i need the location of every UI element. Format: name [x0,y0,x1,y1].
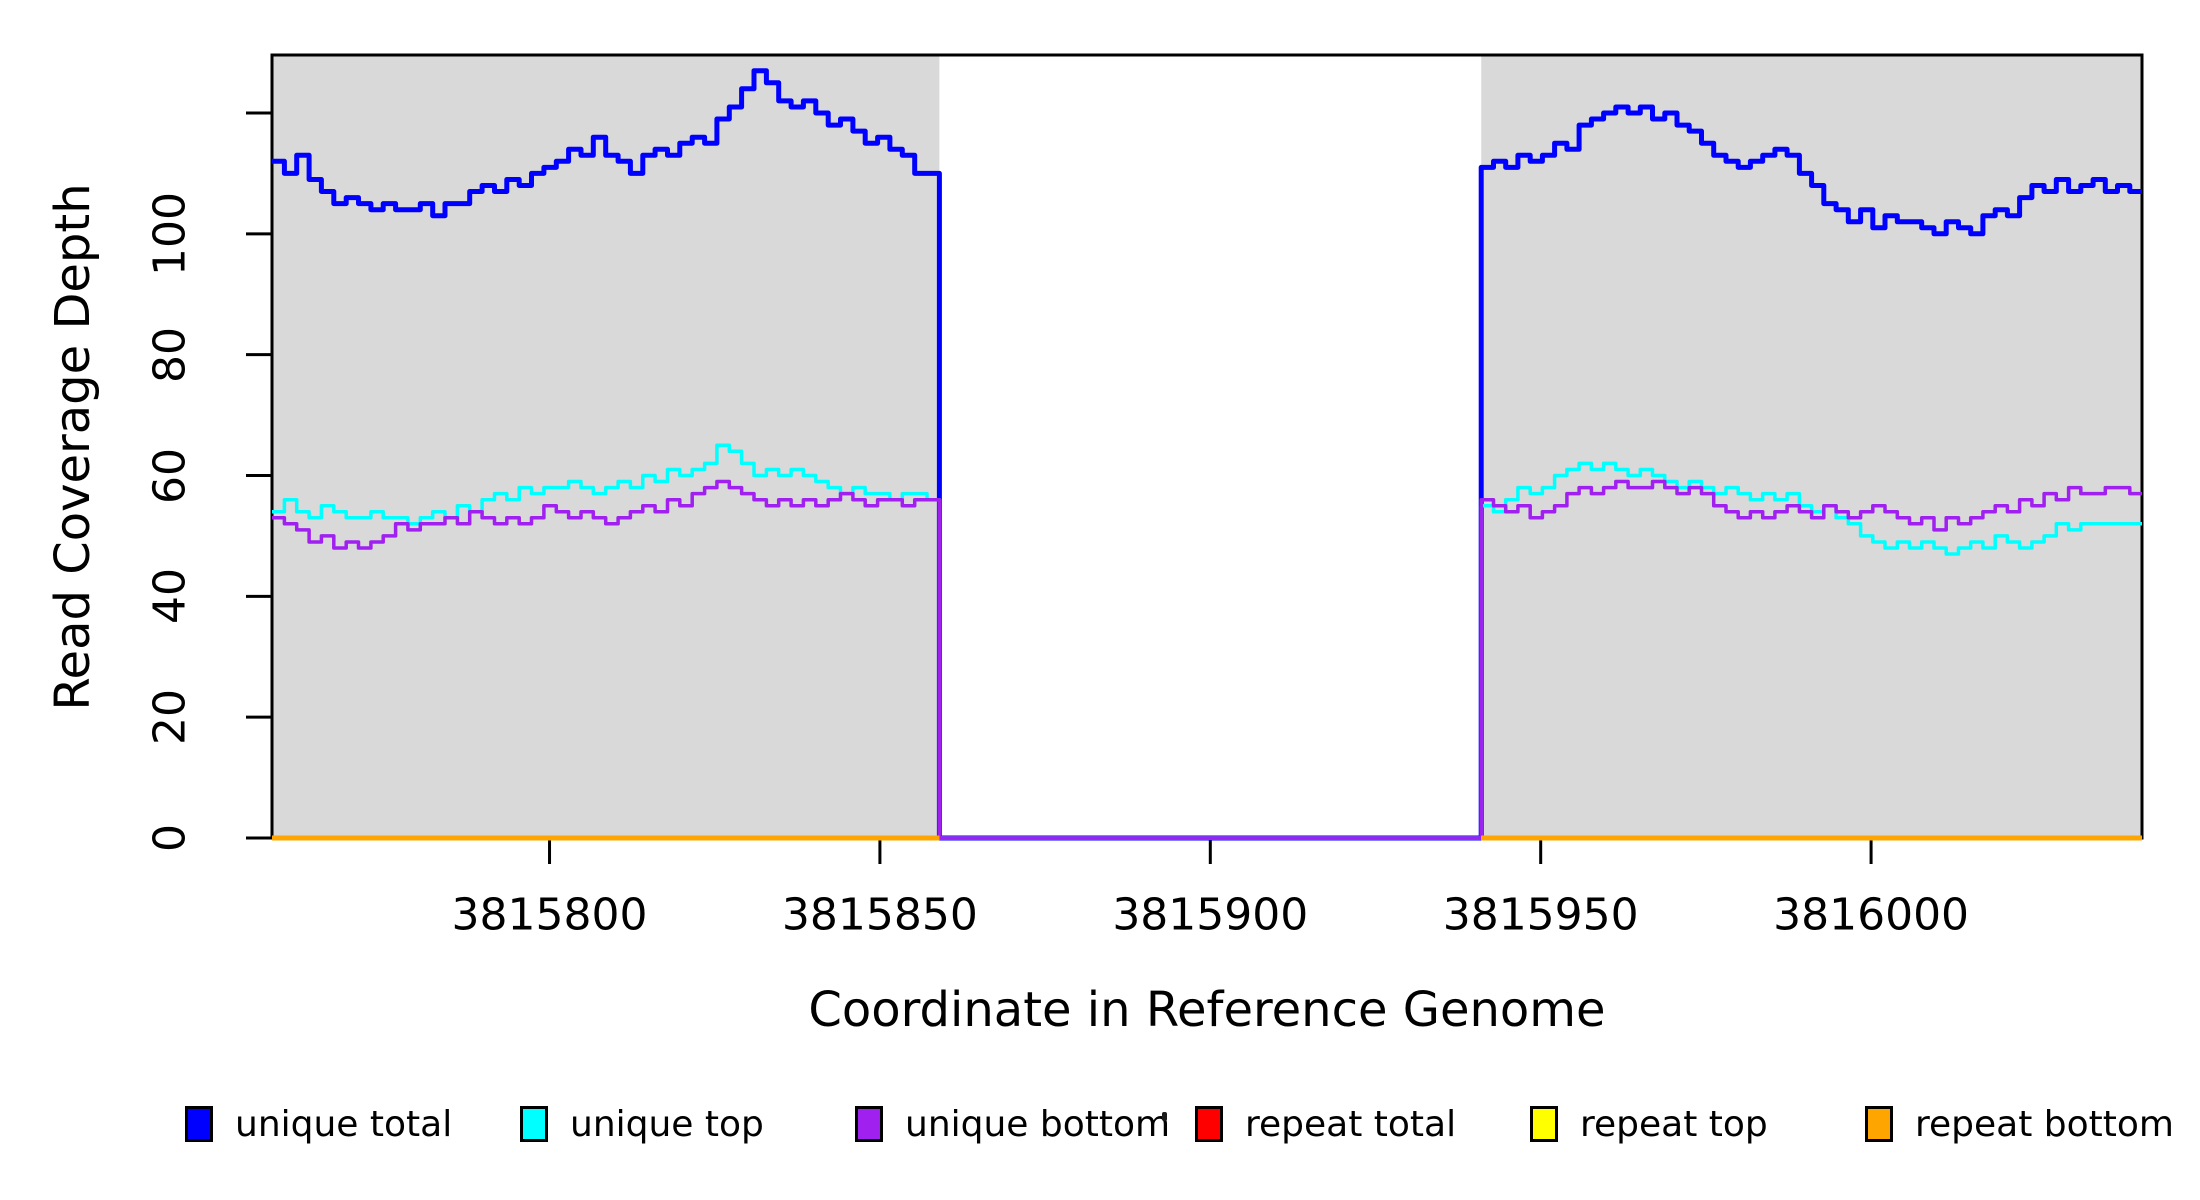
y-tick-label: 80 [144,326,196,383]
x-tick-label: 3816000 [1773,889,1970,941]
legend-label: repeat bottom [1915,1103,2174,1145]
legend-item-repeat-top: repeat top [1530,1098,1768,1150]
legend-item-unique-bottom: unique bottom [855,1098,1170,1150]
legend-label: unique bottom [905,1103,1171,1145]
legend-item-repeat-total: repeat total [1195,1098,1456,1150]
x-tick-label: 3815950 [1442,889,1639,941]
legend-swatch-icon [1865,1106,1893,1142]
legend-item-repeat-bottom: repeat bottom [1865,1098,2174,1150]
x-tick-label: 3815800 [451,889,648,941]
legend-label: unique top [570,1103,764,1145]
shaded-region-band [272,55,940,838]
series-unique-bottom-path [272,479,2142,840]
y-tick-label: 60 [144,447,196,504]
legend-swatch-icon [855,1106,883,1142]
y-axis-title: Read Coverage Depth [45,183,101,711]
legend-swatch-icon [1530,1106,1558,1142]
x-tick-label: 3815850 [781,889,978,941]
legend-label: unique total [235,1103,453,1145]
x-axis-title: Coordinate in Reference Genome [808,982,1606,1038]
y-tick-label: 100 [144,191,196,276]
legend-swatch-icon [520,1106,548,1142]
legend-label: repeat total [1245,1103,1457,1145]
stray-mark [1162,1112,1167,1121]
y-tick-label: 20 [144,689,196,746]
legend-label: repeat top [1580,1103,1768,1145]
y-tick-label: 40 [144,568,196,625]
legend-swatch-icon [185,1106,213,1142]
legend-item-unique-top: unique top [520,1098,764,1150]
legend-swatch-icon [1195,1106,1223,1142]
legend-item-unique-total: unique total [185,1098,452,1150]
x-tick-label: 3815900 [1112,889,1309,941]
legend: unique total unique top unique bottom repea… [0,1098,2200,1150]
y-tick-label: 0 [144,824,196,852]
